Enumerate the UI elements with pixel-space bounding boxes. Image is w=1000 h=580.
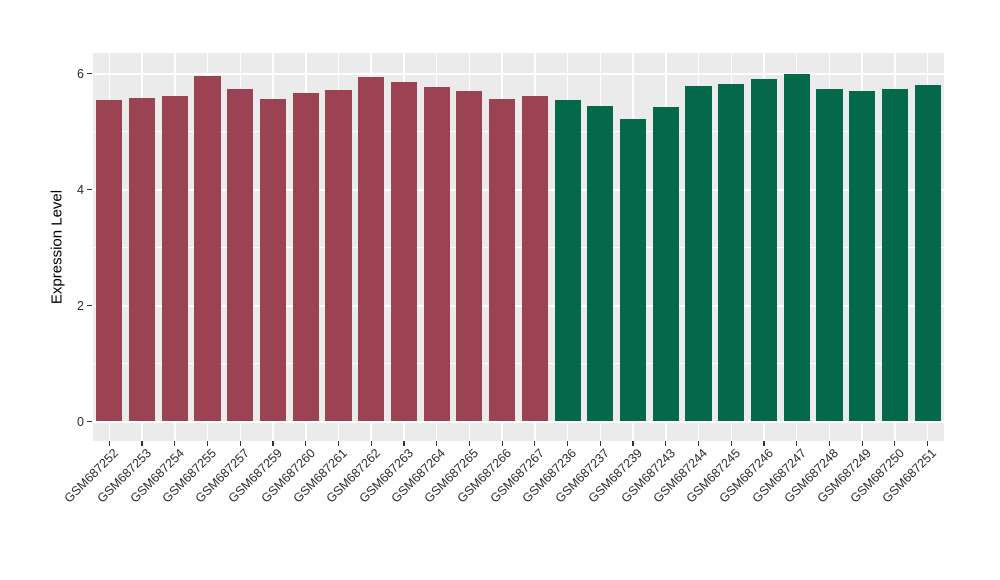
x-axis-tick xyxy=(305,441,307,446)
bar-GSM687260 xyxy=(292,93,319,422)
bar-GSM687244 xyxy=(685,85,712,422)
bar-GSM687255 xyxy=(194,75,221,422)
bar-GSM687261 xyxy=(325,89,352,422)
x-axis-tick xyxy=(697,441,700,446)
x-axis-tick xyxy=(337,441,340,446)
plot-panel xyxy=(93,53,944,441)
y-major-gridline xyxy=(93,72,944,75)
x-axis-tick xyxy=(861,441,863,446)
y-minor-gridline xyxy=(93,363,944,364)
x-axis-tick xyxy=(272,441,274,446)
x-axis-tick xyxy=(894,441,896,446)
x-axis-tick xyxy=(370,441,372,446)
bar-GSM687267 xyxy=(521,96,548,422)
x-axis-tick xyxy=(796,441,798,446)
x-axis-tick xyxy=(403,441,405,446)
y-minor-gridline xyxy=(93,131,944,132)
x-axis-tick xyxy=(206,441,209,446)
bar-GSM687254 xyxy=(161,95,188,422)
x-axis-tick xyxy=(566,441,569,446)
bar-GSM687249 xyxy=(849,90,876,422)
bar-GSM687250 xyxy=(881,88,908,422)
bar-GSM687252 xyxy=(96,100,123,422)
x-axis-tick xyxy=(436,441,438,446)
bar-GSM687243 xyxy=(652,107,679,422)
bar-GSM687265 xyxy=(456,90,483,422)
x-axis-tick xyxy=(534,441,536,446)
bar-GSM687253 xyxy=(129,97,156,422)
bar-GSM687236 xyxy=(554,99,581,422)
y-axis-tick xyxy=(87,188,92,191)
x-axis-tick xyxy=(927,441,929,446)
y-major-gridline xyxy=(93,188,944,191)
x-axis-tick xyxy=(501,441,503,446)
x-axis-tick xyxy=(763,441,765,446)
bar-GSM687248 xyxy=(816,89,843,422)
x-axis-tick xyxy=(828,441,831,446)
y-major-gridline xyxy=(93,420,944,423)
x-axis-tick xyxy=(665,441,667,446)
bar-GSM687247 xyxy=(783,74,810,422)
y-axis-tick xyxy=(87,420,92,423)
y-axis-tick-label: 4 xyxy=(77,182,84,197)
bar-GSM687237 xyxy=(587,105,614,422)
bar-GSM687259 xyxy=(259,99,287,422)
bar-GSM687239 xyxy=(619,119,647,422)
x-axis-tick xyxy=(141,441,143,446)
bar-GSM687264 xyxy=(423,86,450,422)
bar-GSM687245 xyxy=(718,83,745,422)
y-axis-tick-label: 0 xyxy=(77,414,84,429)
y-axis-title: Expression Level xyxy=(48,189,66,305)
y-axis-tick xyxy=(87,304,92,307)
x-axis-tick xyxy=(108,441,110,446)
bar-GSM687251 xyxy=(914,84,941,422)
bar-GSM687262 xyxy=(358,76,385,422)
x-axis-tick xyxy=(468,441,470,446)
x-axis-tick xyxy=(239,441,241,446)
x-axis-tick xyxy=(599,441,601,446)
x-axis-tick xyxy=(730,441,732,446)
bar-GSM687266 xyxy=(489,99,516,422)
y-minor-gridline xyxy=(93,247,944,248)
y-major-gridline xyxy=(93,304,944,307)
y-axis-tick-label: 2 xyxy=(77,298,84,313)
bar-GSM687246 xyxy=(750,78,778,422)
x-axis-tick xyxy=(174,441,176,446)
bar-GSM687263 xyxy=(390,82,418,422)
y-axis-tick xyxy=(87,72,92,75)
x-axis-tick xyxy=(632,441,634,446)
bar-GSM687257 xyxy=(227,89,254,422)
y-axis-tick-label: 6 xyxy=(77,66,84,81)
